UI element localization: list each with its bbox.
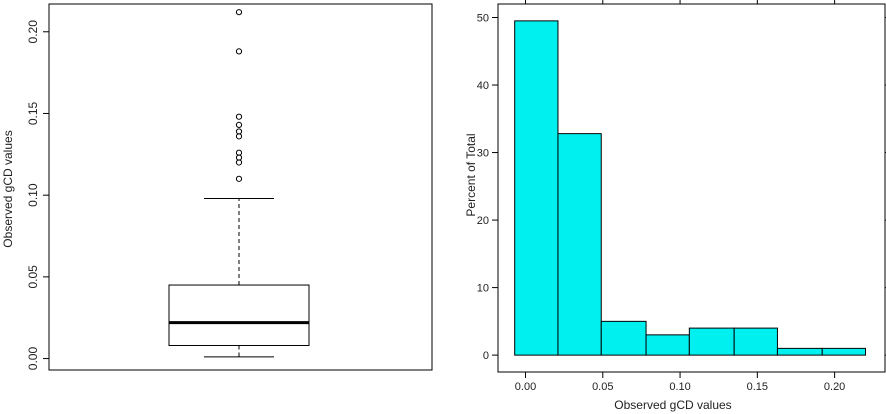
outlier-point <box>235 128 243 135</box>
boxplot-y-tick-label: 0.00 <box>26 347 40 371</box>
histogram-bar <box>514 20 559 356</box>
histogram-y-axis-label: Percent of Total <box>464 133 478 216</box>
histogram-y-tick-label: 0 <box>483 350 489 362</box>
boxplot-y-tick-label: 0.15 <box>26 101 40 125</box>
outlier-point <box>235 48 243 55</box>
histogram-y-tick-label: 30 <box>477 148 489 160</box>
boxplot-frame <box>48 3 433 371</box>
histogram-bar <box>557 133 602 356</box>
boxplot-y-tick-label: 0.20 <box>26 20 40 44</box>
boxplot-elements <box>168 197 310 358</box>
histogram-bar <box>645 334 690 356</box>
histogram-x-tick-label: 0.10 <box>669 381 690 393</box>
outlier-point <box>235 175 243 182</box>
histogram-y-tick-label: 10 <box>477 283 489 295</box>
interquartile-box <box>168 284 310 346</box>
boxplot-outliers <box>235 9 243 182</box>
histogram-y-ticks: 0 10 20 30 40 50 <box>477 13 886 362</box>
outlier-point <box>235 121 243 129</box>
histogram-x-tick-label: 0.00 <box>515 381 536 393</box>
boxplot-y-axis-label: Observed gCD values <box>1 130 15 247</box>
histogram-bar <box>776 347 823 356</box>
histogram-frame <box>497 3 886 373</box>
histogram-bar <box>600 320 647 356</box>
boxplot-y-ticks: 0.00 0.05 0.10 0.15 0.20 <box>26 20 49 370</box>
boxplot-y-tick-label: 0.10 <box>26 183 40 207</box>
histogram-y-tick-label: 40 <box>477 80 489 92</box>
histogram-bar <box>733 327 778 356</box>
histogram-x-tick-label: 0.20 <box>824 381 845 393</box>
histogram-bar <box>821 347 867 356</box>
boxplot-panel: Observed gCD values 0.00 0.05 0.10 0.15 0.20 <box>1 3 433 371</box>
histogram-x-tick-label: 0.15 <box>747 381 768 393</box>
boxplot-y-tick-label: 0.05 <box>26 265 40 289</box>
histogram-bar <box>688 327 735 356</box>
histogram-x-ticks: 0.00 0.05 0.10 0.15 0.20 <box>515 0 845 393</box>
outlier-point <box>235 9 243 16</box>
outlier-point <box>235 113 243 120</box>
histogram-panel: 0 10 20 30 40 50 0.00 0.05 0.10 0.15 0.20 Percent… <box>464 0 886 412</box>
outlier-point <box>235 149 243 156</box>
histogram-x-tick-label: 0.05 <box>592 381 613 393</box>
histogram-x-axis-label: Observed gCD values <box>614 398 731 412</box>
histogram-bars <box>514 20 867 356</box>
histogram-y-tick-label: 50 <box>477 13 489 25</box>
histogram-y-tick-label: 20 <box>477 215 489 227</box>
